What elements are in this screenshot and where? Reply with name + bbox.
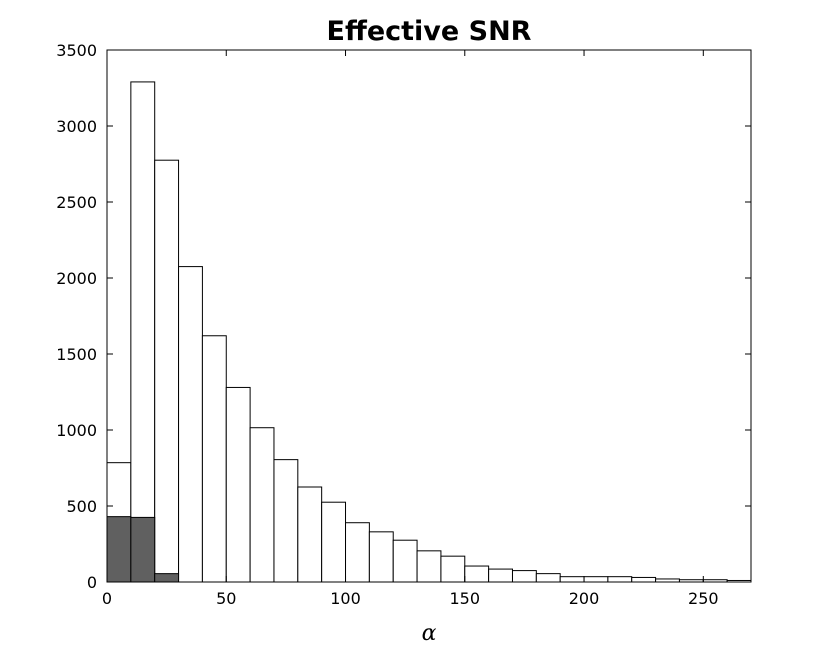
total-bar-22: [631, 576, 657, 583]
total-bar-13: [416, 550, 442, 583]
x-axis-label: α: [422, 621, 437, 646]
y-tick-label-6: 3000: [56, 117, 97, 136]
shaded-bar-1: [130, 516, 156, 583]
x-tick-label-5: 250: [688, 589, 719, 608]
total-bar-11: [368, 531, 394, 583]
total-bar-14: [440, 555, 466, 583]
total-bar-8: [297, 486, 323, 583]
total-bar-5: [225, 386, 251, 583]
shaded-bar-2: [154, 573, 180, 583]
total-bar-12: [392, 539, 418, 583]
total-bar-9: [321, 501, 347, 583]
total-bar-16: [488, 568, 513, 583]
total-bar-19: [559, 576, 585, 583]
x-tick-label-4: 200: [569, 589, 600, 608]
total-bar-2: [154, 159, 180, 583]
y-tick-label-7: 3500: [56, 41, 97, 60]
x-tick-label-0: 0: [102, 589, 112, 608]
y-tick-label-0: 0: [87, 573, 97, 592]
y-tick-label-2: 1000: [56, 421, 97, 440]
plot-frame: [106, 49, 752, 583]
y-tick-label-3: 1500: [56, 345, 97, 364]
y-tick-label-1: 500: [66, 497, 97, 516]
total-bar-15: [464, 565, 490, 583]
total-bar-17: [511, 570, 537, 583]
total-bar-4: [201, 335, 227, 583]
total-bar-10: [345, 522, 370, 583]
x-tick-label-3: 150: [450, 589, 481, 608]
chart-title: Effective SNR: [327, 16, 532, 47]
total-bar-20: [583, 576, 609, 583]
y-tick-label-4: 2000: [56, 269, 97, 288]
ticks-layer: 0 50 100 150 200 2500500100015002000250030003…: [56, 41, 751, 608]
x-tick-label-2: 100: [330, 589, 361, 608]
x-tick-label-1: 50: [216, 589, 236, 608]
total-bar-3: [178, 266, 203, 583]
total-bar-21: [607, 576, 633, 583]
y-tick-label-5: 2500: [56, 193, 97, 212]
shaded-bar-0: [106, 516, 132, 583]
total-bar-18: [535, 573, 561, 583]
total-bar-6: [249, 427, 275, 583]
bars-layer: [106, 81, 752, 583]
total-bar-7: [273, 459, 299, 583]
total-bar-1: [130, 81, 156, 583]
